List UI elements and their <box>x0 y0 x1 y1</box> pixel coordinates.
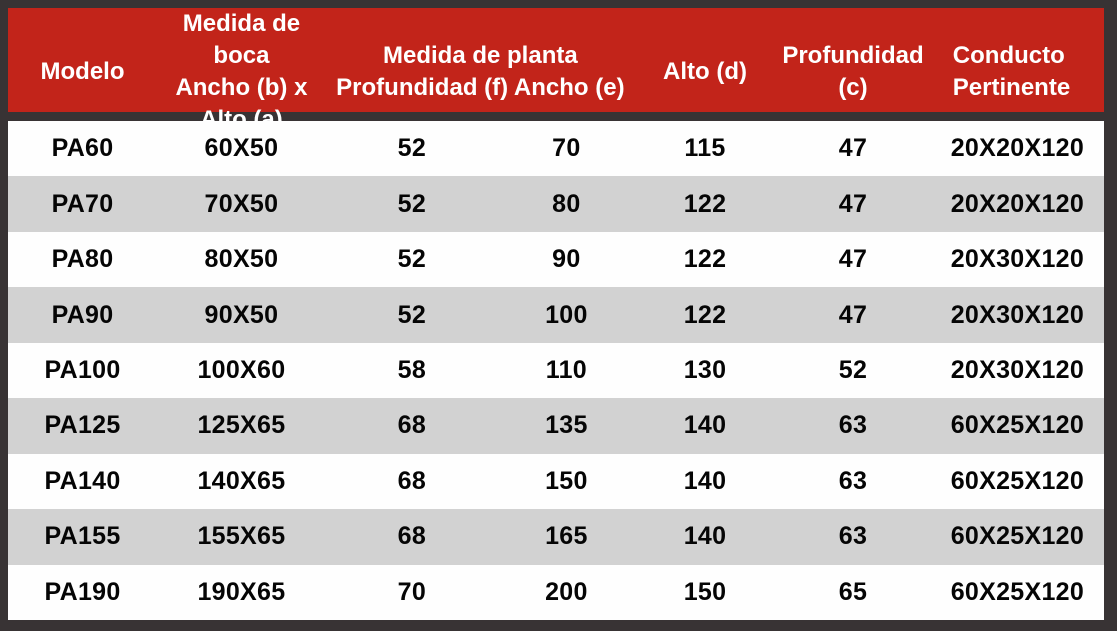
model-cell: PA70 <box>51 189 114 218</box>
table-cell: 52 <box>397 245 427 274</box>
table-cell: 110 <box>545 355 587 384</box>
table-row: PA125 125X65 68 135 140 63 60X25X120 <box>8 398 1104 454</box>
table-cell: 200 <box>545 577 588 606</box>
table-row: PA70 70X50 52 80 122 47 20X20X120 <box>8 176 1104 232</box>
table-header-band: Modelo Medida de boca Ancho (b) x Alto (… <box>8 8 1104 133</box>
table-cell: 65 <box>838 577 868 606</box>
table-cell: 150 <box>545 466 588 495</box>
table-cell: 52 <box>397 300 427 329</box>
header-alto-d: Alto (d) <box>663 58 748 85</box>
table-row: PA100 100X60 58 110 130 52 20X30X120 <box>8 343 1104 398</box>
table-cell: 122 <box>683 189 727 218</box>
table-cell: 125X65 <box>197 411 286 440</box>
table-cell: 115 <box>684 134 726 163</box>
table-cell: 63 <box>838 522 868 551</box>
table-cell: 165 <box>545 522 588 551</box>
table-cell: 122 <box>683 245 727 274</box>
model-cell: PA80 <box>51 245 114 274</box>
table-cell: 80X50 <box>204 245 279 274</box>
table-cell: 140X65 <box>197 466 286 495</box>
table-cell: 47 <box>838 189 868 218</box>
header-line: Conducto <box>952 42 1065 69</box>
table-cell: 63 <box>838 411 868 440</box>
header-line: Ancho (b) x <box>175 74 308 101</box>
header-line: Pertinente <box>952 74 1071 101</box>
table-row: PA155 155X65 68 165 140 63 60X25X120 <box>8 509 1104 565</box>
header-conducto-pertinente: Conducto Pertinente <box>931 8 1104 136</box>
table-cell: 190X65 <box>197 577 286 606</box>
table-cell: 63 <box>838 466 868 495</box>
table-cell: 47 <box>838 300 868 329</box>
table-cell: 130 <box>683 355 727 384</box>
table-cell: 60X25X120 <box>950 466 1085 495</box>
table-cell: 52 <box>397 134 427 163</box>
table-row: PA90 90X50 52 100 122 47 20X30X120 <box>8 287 1104 343</box>
table-cell: 60X25X120 <box>950 522 1085 551</box>
table-cell: 47 <box>838 245 868 274</box>
model-cell: PA125 <box>44 411 121 440</box>
table-cell: 150 <box>683 577 727 606</box>
table-cell: 20X20X120 <box>950 189 1085 218</box>
model-cell: PA100 <box>44 355 121 384</box>
model-cell: PA90 <box>51 300 114 329</box>
table-cell: 90 <box>552 245 581 274</box>
table-row: PA60 60X50 52 70 115 47 20X20X120 <box>8 121 1104 176</box>
table-cell: 58 <box>397 355 427 384</box>
table-cell: 80 <box>552 189 581 218</box>
table-cell: 68 <box>397 466 427 495</box>
model-cell: PA190 <box>44 577 121 606</box>
header-line: Medida de planta <box>383 42 578 69</box>
header-line: Medida de boca <box>182 10 301 69</box>
table-row: PA140 140X65 68 150 140 63 60X25X120 <box>8 454 1104 509</box>
model-cell: PA60 <box>51 134 114 163</box>
header-medida-planta: Medida de planta Profundidad (f) Ancho (… <box>326 8 635 136</box>
header-line: Profundidad (f) Ancho (e) <box>336 74 625 101</box>
table-cell: 47 <box>838 134 868 163</box>
table-cell: 100X60 <box>197 355 286 384</box>
table-cell: 52 <box>838 355 868 384</box>
table-cell: 20X30X120 <box>950 355 1085 384</box>
table-cell: 135 <box>545 411 588 440</box>
table-cell: 20X30X120 <box>950 245 1085 274</box>
table-cell: 122 <box>683 300 727 329</box>
model-cell: PA140 <box>44 466 121 495</box>
body-table: PA60 60X50 52 70 115 47 20X20X120 PA70 7… <box>8 121 1104 620</box>
table-cell: 155X65 <box>197 522 286 551</box>
header-row: Modelo Medida de boca Ancho (b) x Alto (… <box>8 8 1104 136</box>
table-cell: 70 <box>397 577 427 606</box>
table-cell: 140 <box>683 522 727 551</box>
table-cell: 20X20X120 <box>950 134 1085 163</box>
table-cell: 100 <box>545 300 588 329</box>
header-profundidad-c: Profundidad (c) <box>782 42 924 101</box>
table-cell: 52 <box>397 189 427 218</box>
table-cell: 60X50 <box>204 134 279 163</box>
table-body-band: PA60 60X50 52 70 115 47 20X20X120 PA70 7… <box>8 121 1104 620</box>
model-cell: PA155 <box>44 522 121 551</box>
table-cell: 140 <box>683 466 727 495</box>
header-table: Modelo Medida de boca Ancho (b) x Alto (… <box>8 8 1104 136</box>
header-medida-boca: Medida de boca Ancho (b) x Alto (a) <box>157 8 326 136</box>
table-cell: 70X50 <box>204 189 279 218</box>
table-cell: 68 <box>397 522 427 551</box>
table-cell: 60X25X120 <box>950 411 1085 440</box>
table-cell: 68 <box>397 411 427 440</box>
header-modelo: Modelo <box>40 58 125 85</box>
table-row: PA80 80X50 52 90 122 47 20X30X120 <box>8 232 1104 287</box>
table-cell: 140 <box>683 411 727 440</box>
table-cell: 20X30X120 <box>950 300 1085 329</box>
table-cell: 90X50 <box>204 300 279 329</box>
table-cell: 60X25X120 <box>950 577 1085 606</box>
table-cell: 70 <box>552 134 581 163</box>
table-row: PA190 190X65 70 200 150 65 60X25X120 <box>8 565 1104 621</box>
